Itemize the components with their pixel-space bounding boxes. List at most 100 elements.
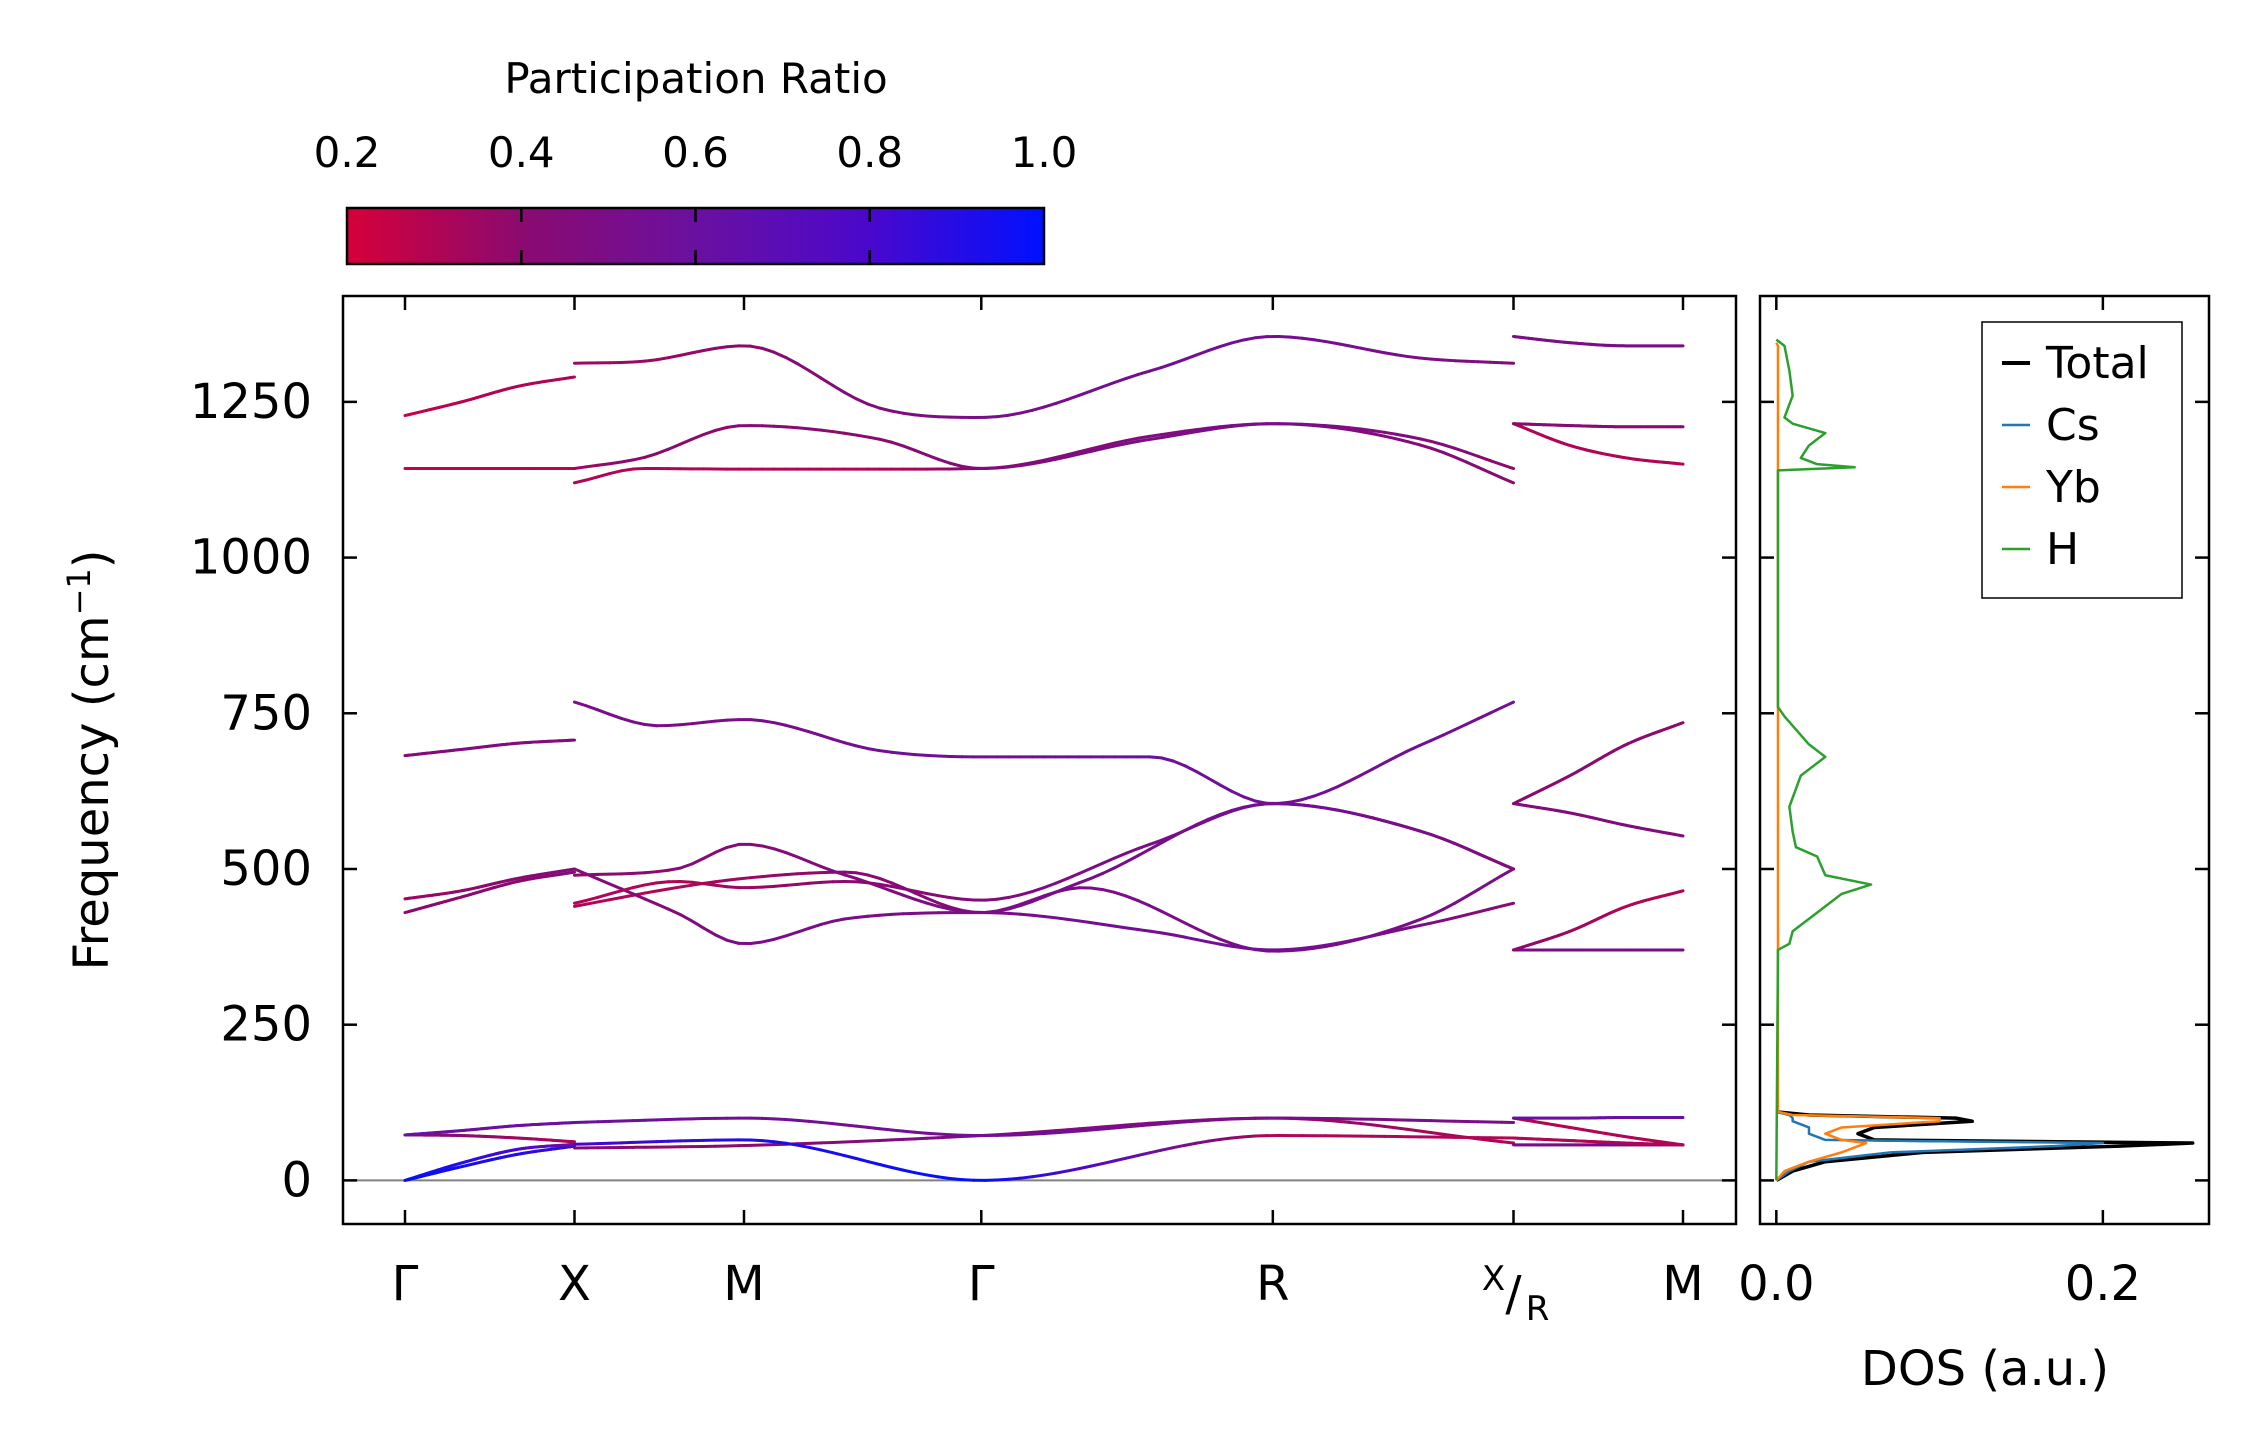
- band-segment: [784, 1141, 800, 1147]
- band-segment: [725, 718, 741, 722]
- band-segment: [1019, 1130, 1034, 1135]
- band-segment: [1195, 349, 1210, 357]
- band-segment: [889, 409, 905, 415]
- band-segment: [1065, 917, 1081, 923]
- band-segment: [889, 889, 905, 897]
- band-segment: [1382, 351, 1398, 357]
- band-segment: [913, 1130, 929, 1135]
- band-segment: [1054, 1130, 1069, 1135]
- band-segment: [1324, 806, 1339, 812]
- band-segment: [749, 940, 764, 945]
- band-segment: [678, 722, 694, 727]
- y-tick-label: 750: [220, 685, 312, 741]
- band-segment: [725, 877, 741, 882]
- band-segment: [666, 907, 682, 916]
- band-segment: [1124, 1122, 1140, 1127]
- band-segment: [1679, 721, 1685, 725]
- band-segment: [819, 1148, 835, 1155]
- band-segment: [1042, 890, 1058, 899]
- band-segment: [878, 406, 893, 413]
- band-segment: [584, 900, 600, 906]
- phonon-band: [403, 1120, 576, 1137]
- phonon-band: [1512, 1116, 1685, 1120]
- band-segment: [1488, 904, 1504, 911]
- band-segment: [655, 868, 670, 874]
- band-segment: [913, 1171, 929, 1177]
- colorbar-tick-label: 0.2: [314, 128, 381, 177]
- band-segment: [1347, 773, 1363, 783]
- band-segment: [901, 887, 917, 893]
- band-segment: [1371, 348, 1386, 355]
- band-segment: [666, 353, 682, 360]
- band-segment: [760, 937, 776, 944]
- band-segment: [807, 871, 823, 875]
- band-segment: [842, 390, 858, 401]
- band-segment: [936, 1135, 952, 1140]
- band-segment: [1288, 946, 1304, 951]
- band-segment: [1148, 838, 1163, 846]
- band-segment: [713, 883, 729, 889]
- dos-x-tick-label: 0.2: [2065, 1256, 2141, 1312]
- band-segment: [1394, 1126, 1410, 1131]
- band-segment: [1042, 401, 1058, 409]
- band-segment: [1183, 764, 1199, 774]
- band-segment: [807, 860, 823, 868]
- band-segment: [1206, 813, 1222, 822]
- band-segment: [807, 427, 823, 432]
- band-segment: [878, 1138, 893, 1142]
- band-segment: [1382, 755, 1398, 765]
- band-segment: [608, 895, 623, 902]
- band-segment: [1441, 837, 1457, 846]
- band-segment: [784, 882, 800, 887]
- band-segment: [1488, 874, 1504, 885]
- band-segment: [702, 346, 717, 352]
- band-segment: [819, 428, 835, 434]
- band-segment: [1089, 921, 1105, 926]
- band-segment: [1453, 842, 1469, 851]
- band-segment: [678, 883, 694, 889]
- band-segment: [608, 882, 623, 891]
- band-segment: [854, 744, 870, 751]
- band-segment: [725, 842, 741, 849]
- band-segment: [772, 934, 788, 941]
- band-segment: [1382, 1124, 1398, 1130]
- band-segment: [1030, 1131, 1046, 1136]
- band-segment: [1065, 1129, 1081, 1134]
- band-segment: [1359, 1122, 1375, 1127]
- band-segment: [1065, 1127, 1081, 1132]
- band-segment: [1347, 344, 1363, 350]
- band-segment: [1441, 443, 1457, 450]
- band-segment: [608, 712, 623, 720]
- band-segment: [1312, 423, 1328, 428]
- band-segment: [1476, 454, 1492, 463]
- band-segment: [901, 411, 917, 417]
- band-segment: [1030, 1173, 1046, 1179]
- band-segment: [1277, 800, 1292, 805]
- band-segment: [889, 750, 905, 756]
- band-segment: [866, 402, 882, 410]
- band-segment: [842, 1123, 858, 1128]
- band-segment: [1195, 818, 1210, 827]
- band-segment: [796, 881, 811, 886]
- band-segment: [584, 872, 600, 881]
- band-segment: [1089, 1125, 1105, 1130]
- band-segment: [666, 442, 682, 451]
- band-segment: [760, 874, 776, 879]
- band-segment: [760, 844, 776, 851]
- band-segment: [1206, 932, 1222, 941]
- band-segment: [1112, 442, 1128, 448]
- band-segment: [1124, 436, 1140, 443]
- band-segment: [1124, 373, 1140, 380]
- band-segment: [1054, 1169, 1069, 1175]
- band-segment: [819, 919, 835, 926]
- band-segment: [1394, 437, 1410, 444]
- band-segment: [643, 358, 659, 363]
- phonon-band: [403, 375, 576, 418]
- band-segment: [854, 871, 870, 877]
- band-segment: [1488, 471, 1504, 480]
- band-segment: [807, 1119, 823, 1124]
- band-segment: [608, 889, 623, 896]
- band-segment: [1089, 447, 1105, 453]
- band-segment: [1101, 444, 1116, 451]
- band-segment: [1500, 901, 1515, 908]
